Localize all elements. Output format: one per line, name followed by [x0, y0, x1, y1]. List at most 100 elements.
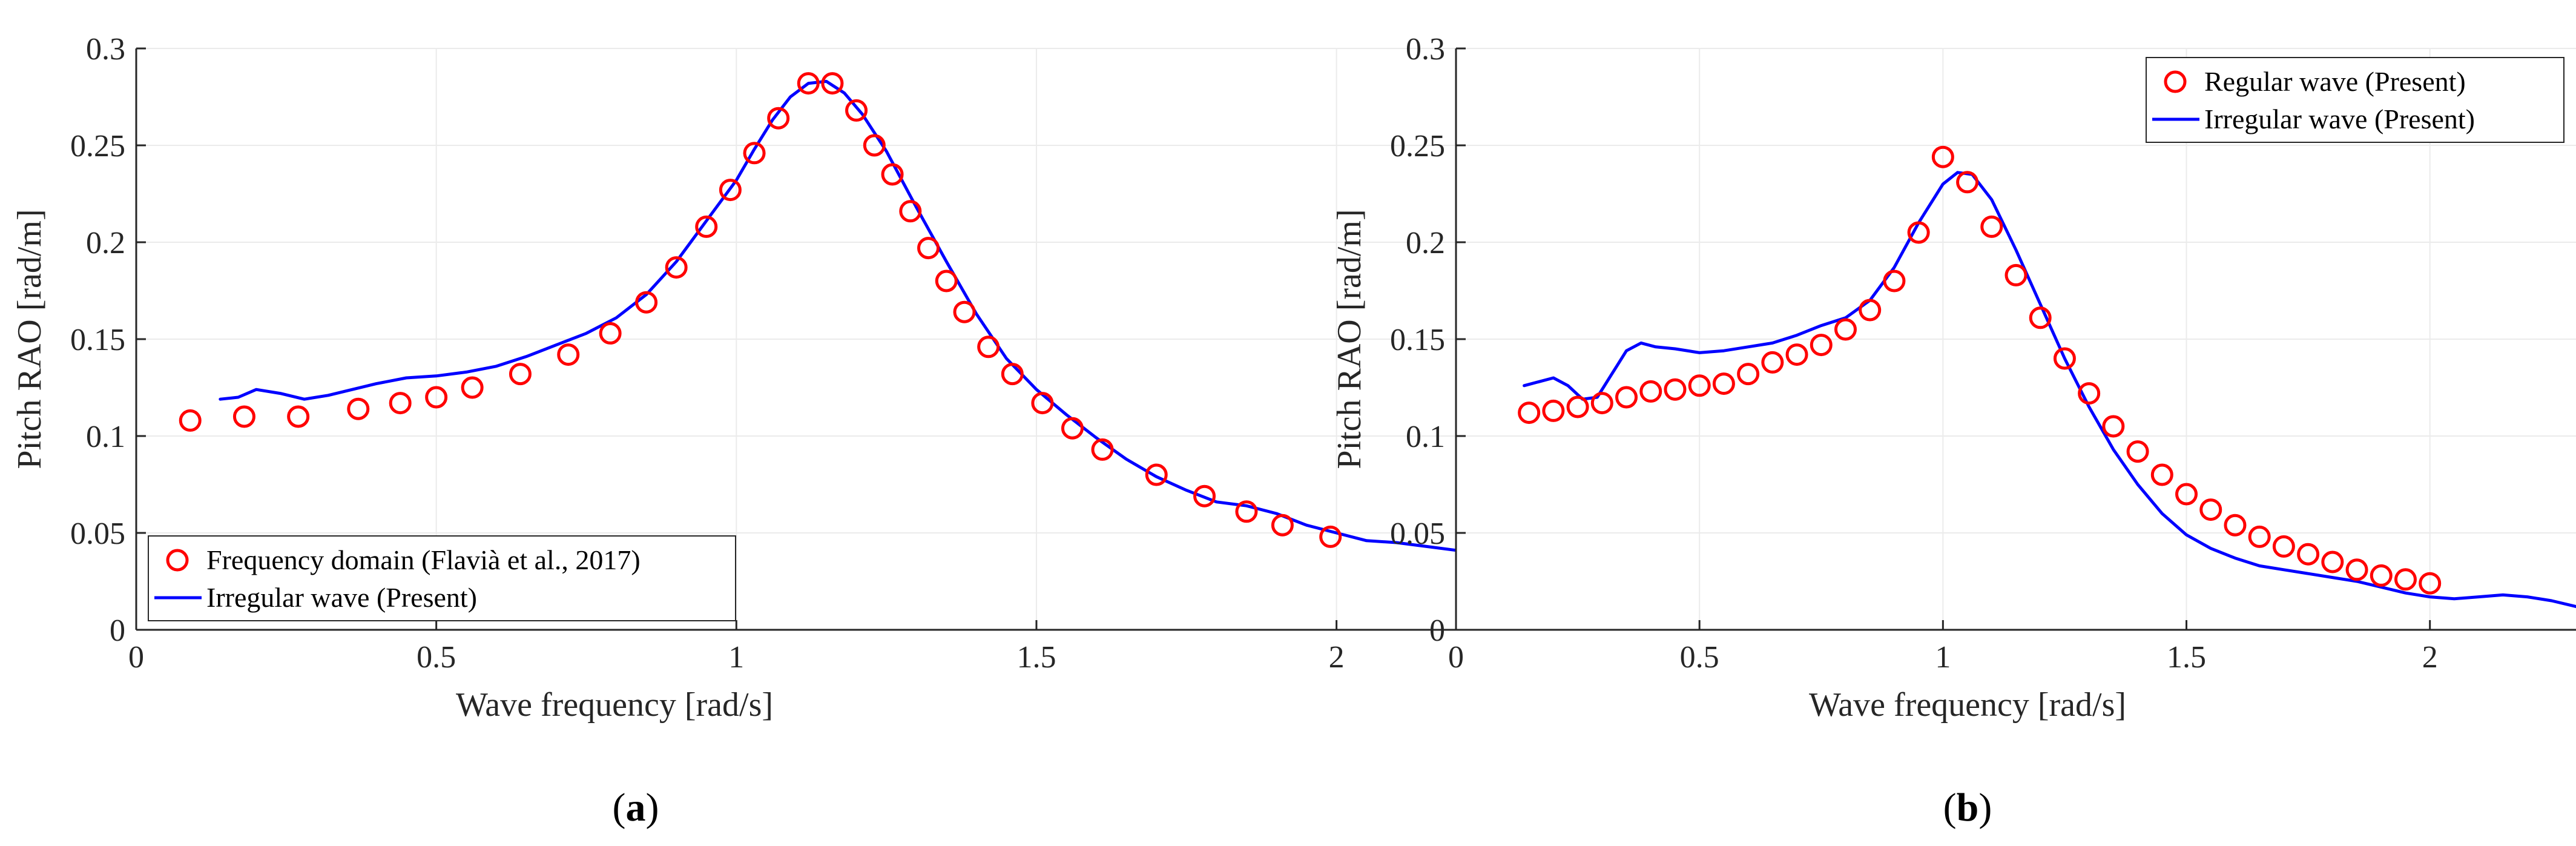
- data-point: [2248, 525, 2271, 548]
- x-tick-label: 1: [728, 640, 744, 675]
- data-point: [845, 99, 868, 122]
- data-point: [1737, 363, 1760, 386]
- data-point: [635, 291, 658, 314]
- data-point: [1235, 500, 1258, 523]
- data-point: [881, 163, 904, 186]
- data-point: [1518, 402, 1541, 425]
- panel-caption: (b): [1943, 785, 1992, 830]
- data-point: [287, 405, 310, 428]
- legend-entry-label: Irregular wave (Present): [206, 582, 477, 613]
- data-point: [1664, 378, 1687, 401]
- legend-box: [2146, 57, 2564, 143]
- x-tick-label: 2: [1329, 640, 1345, 675]
- y-tick-label: 0.15: [70, 323, 125, 357]
- data-point: [2297, 543, 2320, 566]
- data-point: [557, 343, 580, 366]
- y-tick-label: 0.1: [86, 420, 125, 454]
- data-point: [665, 256, 688, 279]
- data-point: [767, 107, 790, 130]
- legend-entry-label: Regular wave (Present): [2204, 66, 2466, 97]
- data-point: [2199, 498, 2222, 521]
- series-group: [179, 72, 1517, 560]
- data-point: [1834, 318, 1857, 341]
- data-point: [863, 134, 886, 157]
- data-point: [509, 363, 532, 386]
- x-axis-label: Wave frequency [rad/s]: [456, 686, 773, 724]
- data-point: [1883, 269, 1906, 292]
- data-point: [2370, 564, 2393, 587]
- y-tick-label: 0.15: [1390, 323, 1445, 357]
- data-point: [1956, 171, 1979, 194]
- y-tick-label: 0: [110, 613, 125, 648]
- data-point: [977, 335, 1000, 359]
- data-point: [2394, 568, 2417, 591]
- data-point: [2175, 483, 2198, 506]
- data-point: [695, 215, 718, 238]
- y-tick-label: 0.2: [1406, 226, 1445, 260]
- x-tick-label: 1.5: [2167, 640, 2206, 675]
- data-point: [743, 142, 766, 165]
- data-point: [179, 409, 202, 432]
- data-point: [1907, 221, 1930, 244]
- data-point: [461, 376, 484, 399]
- data-point: [1615, 386, 1638, 409]
- chart-panel-b: 0 0.5 1 1.5 2 0 0.05 0.1 0.15 0.2 0.25 0.3 Wave freq…: [1331, 32, 2576, 830]
- data-point: [719, 179, 742, 202]
- data-point: [935, 269, 958, 292]
- data-point: [2078, 382, 2101, 405]
- x-axis-label: Wave frequency [rad/s]: [1809, 686, 2126, 724]
- y-tick-label: 0.3: [1406, 32, 1445, 67]
- data-point: [2029, 306, 2052, 329]
- legend: Frequency domain (Flavià et al., 2017) Ir…: [148, 535, 736, 621]
- data-point: [917, 237, 940, 260]
- data-point: [347, 397, 370, 420]
- data-point: [2345, 558, 2368, 581]
- data-point: [1931, 145, 1954, 168]
- data-point: [2272, 535, 2295, 558]
- panel-caption-paren: ): [646, 785, 659, 830]
- data-point: [599, 322, 622, 345]
- y-tick-label: 0.2: [86, 226, 125, 260]
- legend: Regular wave (Present) Irregular wave (Pr…: [2146, 57, 2564, 143]
- y-tick-label: 0.25: [1390, 129, 1445, 164]
- data-point: [1193, 484, 1216, 507]
- data-point: [2102, 415, 2125, 438]
- x-tick-label: 1.5: [1016, 640, 1056, 675]
- data-point: [821, 72, 844, 95]
- y-axis-label: Pitch RAO [rad/m]: [11, 209, 48, 469]
- y-tick-label: 0.1: [1406, 420, 1445, 454]
- legend-marker-circle: [166, 549, 189, 572]
- data-point: [2150, 463, 2173, 486]
- data-point: [1091, 438, 1114, 461]
- legend-entry-label: Irregular wave (Present): [2204, 104, 2475, 134]
- data-point: [1639, 380, 1662, 403]
- data-point: [1061, 417, 1084, 440]
- data-point: [1785, 343, 1808, 366]
- data-point: [2004, 263, 2028, 286]
- panel-caption-paren: (: [1943, 785, 1957, 830]
- x-tick-label: 0: [1448, 640, 1464, 675]
- y-tick-label: 0.05: [70, 517, 125, 551]
- data-point: [1271, 514, 1294, 537]
- data-point: [2419, 572, 2442, 595]
- data-point: [1566, 395, 1589, 418]
- legend-entry-label: Frequency domain (Flavià et al., 2017): [206, 544, 641, 575]
- data-point: [1542, 399, 1565, 422]
- x-tick-label: 2: [2422, 640, 2438, 675]
- data-point: [1001, 363, 1024, 386]
- x-tick-label: 0: [128, 640, 144, 675]
- data-point: [797, 72, 820, 95]
- data-point: [2224, 514, 2247, 537]
- y-tick-label: 0: [1429, 613, 1445, 648]
- data-point: [1319, 525, 1342, 548]
- legend-box: [148, 535, 736, 621]
- series-line-irregular-wave: [1523, 171, 2576, 609]
- legend-marker-circle: [2164, 70, 2187, 93]
- y-axis-label: Pitch RAO [rad/m]: [1331, 209, 1368, 469]
- data-point: [1712, 372, 1735, 395]
- x-tick-label: 0.5: [417, 640, 456, 675]
- data-point: [953, 300, 976, 323]
- data-point: [1590, 392, 1613, 415]
- data-point: [389, 392, 412, 415]
- panel-caption-letter: a: [626, 785, 646, 830]
